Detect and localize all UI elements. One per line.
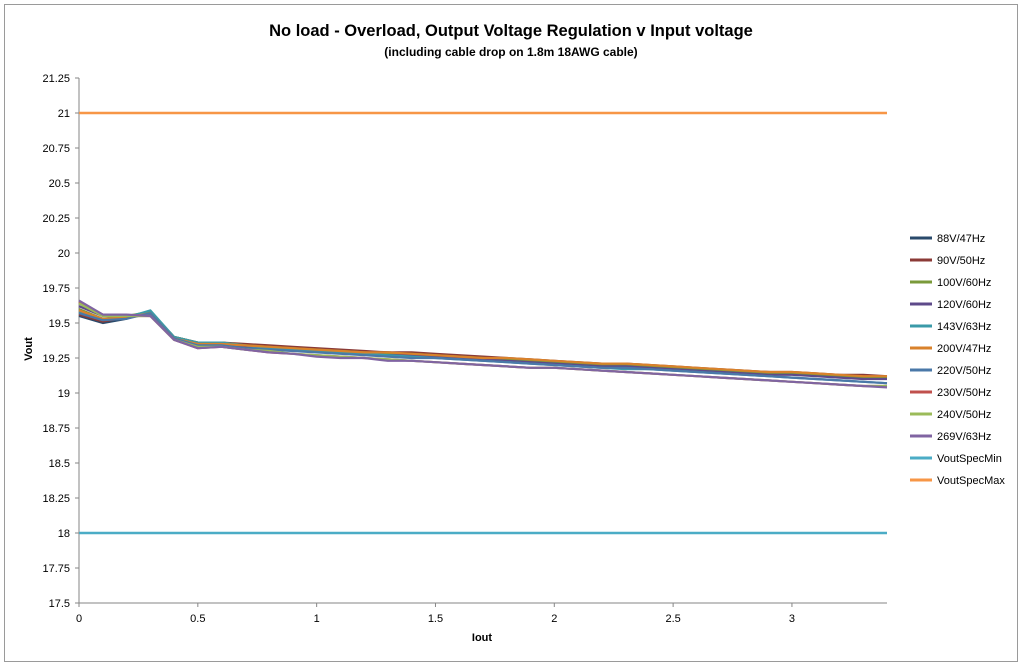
legend-label-240v-50hz: 240V/50Hz — [937, 409, 991, 421]
series-line-269v-63hz — [78, 299, 888, 389]
legend-label-88v-47hz: 88V/47Hz — [937, 233, 985, 245]
y-tick-label: 19.25 — [42, 353, 70, 365]
axes: 17.5 17.75 18 18.25 18.5 18.75 19 19.25 19.5 19.7… — [42, 73, 887, 625]
legend-label-230v-50hz: 230V/50Hz — [937, 387, 991, 399]
y-tick-label: 20.75 — [42, 143, 70, 155]
line-chart: No load - Overload, Output Voltage Regul… — [23, 22, 1005, 644]
y-tick-label: 17.5 — [49, 598, 70, 610]
y-tick-label: 21.25 — [42, 73, 70, 85]
legend-label-200v-47hz: 200V/47Hz — [937, 343, 991, 355]
x-tick-label: 2 — [551, 613, 557, 625]
series-line-200v-47hz — [78, 309, 887, 378]
chart-frame: No load - Overload, Output Voltage Regul… — [4, 4, 1018, 662]
legend-label-100v-60hz: 100V/60Hz — [937, 277, 991, 289]
chart-subtitle: (including cable drop on 1.8m 18AWG cabl… — [384, 45, 637, 59]
x-axis-label: Iout — [472, 632, 492, 644]
y-tick-label: 18.5 — [49, 458, 70, 470]
legend-label-voutspecmax: VoutSpecMax — [937, 475, 1005, 487]
y-tick-label: 20.5 — [49, 178, 70, 190]
x-tick-label: 1 — [314, 613, 320, 625]
series-group — [78, 111, 888, 535]
y-tick-label: 20 — [58, 248, 70, 260]
legend-label-220v-50hz: 220V/50Hz — [937, 365, 991, 377]
y-tick-label: 20.25 — [42, 213, 70, 225]
legend-label-voutspecmin: VoutSpecMin — [937, 453, 1002, 465]
x-tick-label: 2.5 — [665, 613, 680, 625]
y-axis-label: Vout — [23, 337, 35, 361]
y-tick-label: 19 — [58, 388, 70, 400]
x-tick-label: 0.5 — [190, 613, 205, 625]
legend: 88V/47Hz 90V/50Hz 100V/60Hz 120V/60Hz 143V/6… — [910, 233, 1005, 487]
y-tick-label: 18 — [58, 528, 70, 540]
y-tick-label: 18.75 — [42, 423, 70, 435]
y-tick-label: 21 — [58, 108, 70, 120]
y-tick-label: 17.75 — [42, 563, 70, 575]
legend-label-120v-60hz: 120V/60Hz — [937, 299, 991, 311]
legend-label-269v-63hz: 269V/63Hz — [937, 431, 991, 443]
legend-label-90v-50hz: 90V/50Hz — [937, 255, 985, 267]
y-tick-label: 19.5 — [49, 318, 70, 330]
chart-title: No load - Overload, Output Voltage Regul… — [269, 22, 753, 40]
legend-label-143v-63hz: 143V/63Hz — [937, 321, 991, 333]
x-tick-label: 1.5 — [428, 613, 443, 625]
x-tick-label: 0 — [76, 613, 82, 625]
x-tick-label: 3 — [789, 613, 795, 625]
series-line-220v-50hz — [78, 312, 888, 385]
y-tick-label: 19.75 — [42, 283, 70, 295]
y-tick-label: 18.25 — [42, 493, 70, 505]
